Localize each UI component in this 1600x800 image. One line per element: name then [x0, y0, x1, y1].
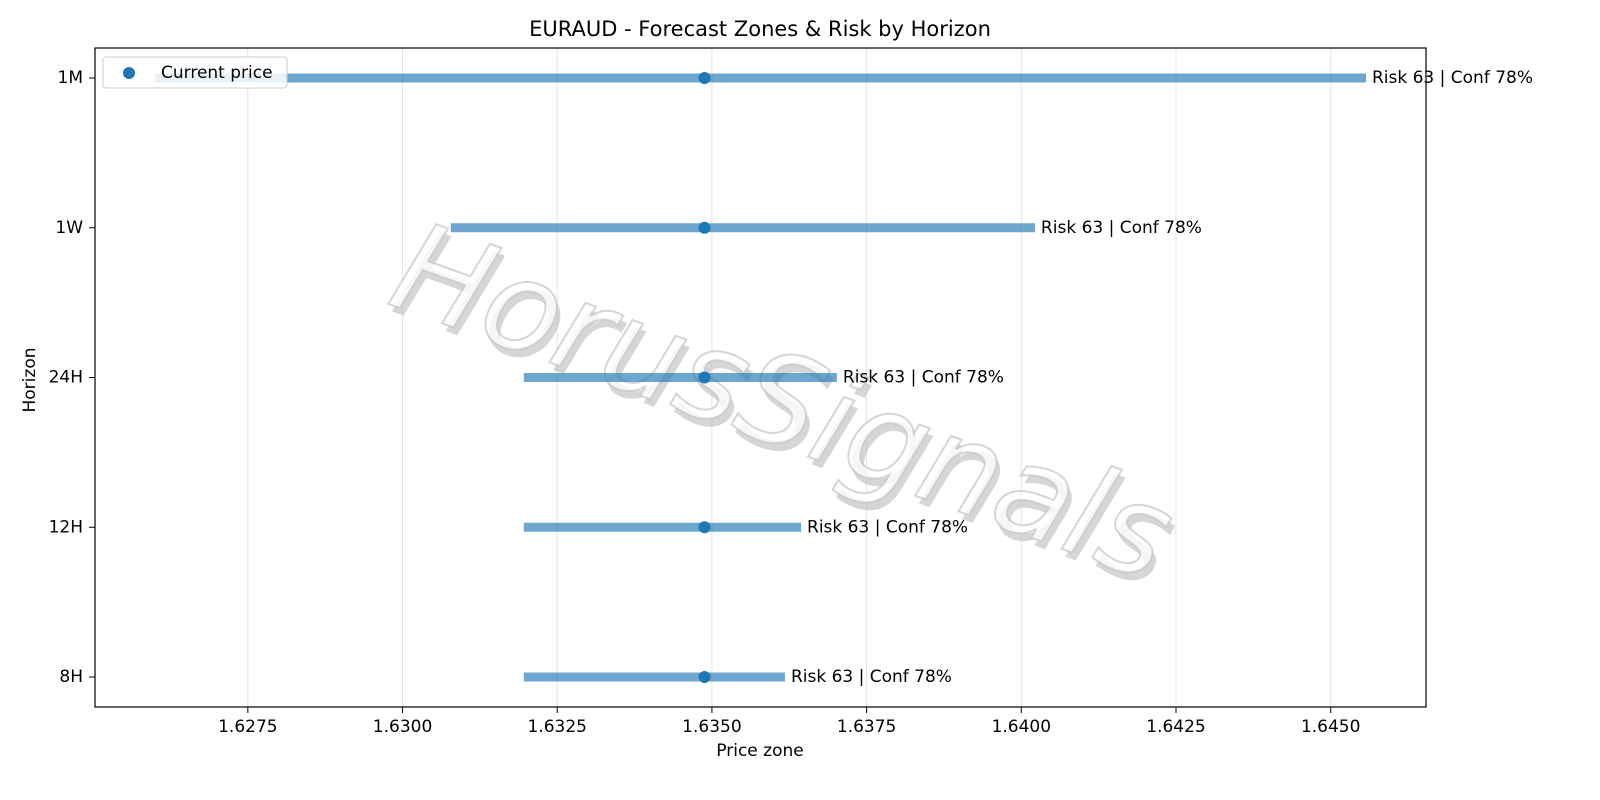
y-tick-label: 1M	[58, 68, 83, 88]
y-tick-label: 12H	[49, 517, 83, 537]
y-tick-label: 24H	[49, 368, 83, 388]
legend-label: Current price	[161, 63, 273, 83]
annotation: Risk 63 | Conf 78%	[843, 368, 1004, 388]
y-tick-label: 1W	[55, 218, 83, 238]
current-price-dot	[698, 221, 711, 234]
y-tick-label: 8H	[59, 667, 83, 687]
legend-marker	[123, 67, 135, 79]
current-price-dot	[698, 521, 711, 534]
x-tick-label: 1.6325	[527, 717, 586, 737]
current-price-dot	[698, 371, 711, 384]
current-price-dot	[698, 72, 711, 84]
x-tick-label: 1.6400	[992, 717, 1051, 737]
plot-frame	[94, 47, 1427, 708]
annotation: Risk 63 | Conf 78%	[1041, 218, 1202, 238]
x-tick-label: 1.6350	[682, 717, 741, 737]
x-tick-label: 1.6300	[373, 717, 432, 737]
current-price-dot	[698, 671, 711, 683]
x-axis-label: Price zone	[716, 741, 803, 761]
annotation: Risk 63 | Conf 78%	[791, 667, 952, 687]
annotation: Risk 63 | Conf 78%	[807, 517, 968, 537]
y-axis-label: Horizon	[20, 348, 40, 413]
x-tick-label: 1.6275	[218, 717, 277, 737]
x-tick-label: 1.6425	[1146, 717, 1205, 737]
watermark-text: HorusSignals	[375, 195, 1191, 610]
x-tick-label: 1.6450	[1301, 717, 1360, 737]
annotation: Risk 63 | Conf 78%	[1372, 68, 1533, 88]
x-tick-label: 1.6375	[837, 717, 896, 737]
chart-title: EURAUD - Forecast Zones & Risk by Horizo…	[529, 17, 991, 41]
legend-box	[102, 56, 288, 89]
